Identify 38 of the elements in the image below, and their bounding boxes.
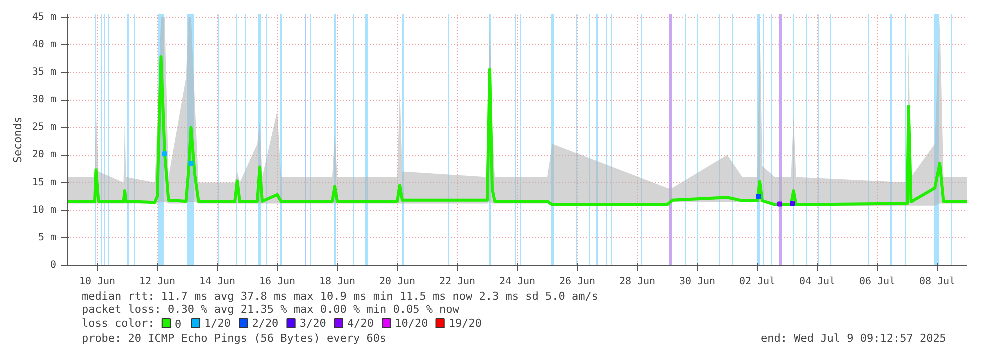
legend-label: 19/20: [448, 317, 482, 330]
y-tick-label: 10 m: [32, 204, 57, 216]
legend-label: 4/20: [348, 317, 374, 330]
x-tick-label: 02 Jul: [739, 276, 776, 288]
x-tick-label: 06 Jul: [859, 276, 896, 288]
x-tick-label: 26 Jun: [559, 276, 596, 288]
x-tick-label: 28 Jun: [619, 276, 656, 288]
legend-label: 0: [175, 318, 182, 331]
x-tick-label: 08 Jul: [919, 276, 956, 288]
x-tick-label: 22 Jun: [439, 276, 476, 288]
text: median rtt: 11.7 ms avg 37.8 ms max 10.9 ms min 11.5 ms now 2.3 ms sd 5.0 am/s: [82, 290, 599, 303]
legend-label: 1/20: [204, 317, 232, 330]
x-tick-label: 18 Jun: [319, 276, 356, 288]
y-tick-label: 35 m: [32, 66, 57, 78]
y-tick-label: 20 m: [32, 150, 57, 161]
x-tick-label: 24 Jun: [499, 276, 536, 288]
text: probe: 20 ICMP Echo Pings (56 Bytes) every 60s: [82, 332, 387, 345]
y-tick-label: 15 m: [32, 177, 57, 188]
y-tick-label: 30 m: [32, 94, 57, 106]
x-tick-label: 16 Jun: [259, 276, 296, 288]
legend-title: loss color:: [82, 317, 155, 330]
x-tick-label: 10 Jun: [79, 276, 116, 288]
text: end: Wed Jul 9 09:12:57 2025: [761, 332, 946, 345]
x-tick-label: 14 Jun: [199, 276, 236, 288]
text: packet loss: 0.30 % avg 21.35 % max 0.00 % min 0.05 % now: [82, 303, 460, 316]
y-tick-label: 0: [50, 260, 57, 271]
y-tick-label: 5 m: [38, 232, 56, 244]
x-tick-label: 20 Jun: [379, 276, 416, 288]
y-tick-label: 45 m: [32, 12, 57, 23]
legend-label: 10/20: [395, 317, 428, 330]
y-axis-title: Seconds: [11, 116, 24, 164]
x-tick-label: 30 Jun: [679, 276, 716, 288]
x-tick-label: 04 Jul: [799, 276, 836, 288]
y-tick-label: 40 m: [32, 39, 57, 50]
legend-label: 2/20: [252, 317, 279, 330]
legend-label: 3/20: [300, 317, 326, 330]
x-tick-label: 12 Jun: [139, 276, 176, 288]
y-tick-label: 25 m: [32, 122, 57, 134]
